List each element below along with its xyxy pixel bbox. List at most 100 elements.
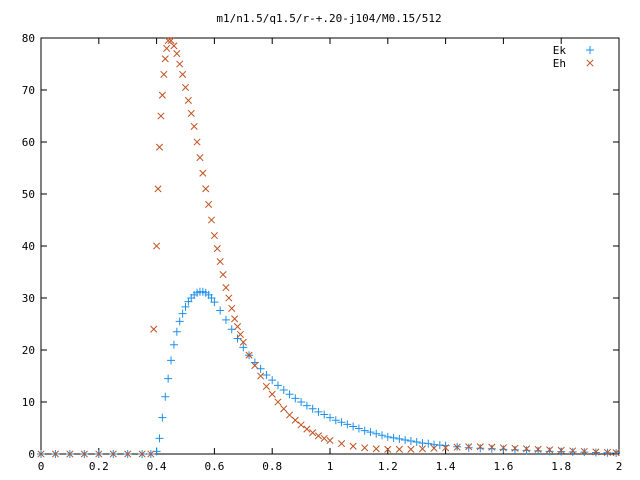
data-point-eh	[338, 440, 346, 448]
data-point-ek	[161, 392, 170, 401]
data-point-eh	[193, 138, 201, 146]
data-point-ek	[291, 394, 300, 403]
chart-title: m1/n1.5/q1.5/r-+.20-j104/M0.15/512	[216, 12, 441, 25]
data-point-eh	[154, 185, 162, 193]
data-point-eh	[161, 55, 169, 63]
data-point-ek	[167, 356, 176, 365]
data-point-ek	[510, 445, 519, 454]
series-eh	[37, 37, 620, 458]
x-tick-label: 0	[38, 460, 45, 473]
data-point-ek	[178, 309, 187, 318]
data-point-ek	[239, 343, 248, 352]
data-point-eh	[179, 70, 187, 78]
data-point-eh	[361, 444, 369, 452]
y-axis: 0 10 20 30 40 50 60 70 80	[22, 32, 619, 461]
data-point-eh	[251, 362, 259, 370]
data-point-ek	[285, 390, 294, 399]
data-point-ek	[418, 439, 427, 448]
data-point-eh	[303, 425, 311, 433]
data-point-eh	[488, 443, 496, 451]
data-point-eh	[176, 60, 184, 68]
y-tick-label: 80	[22, 32, 35, 45]
data-point-ek	[545, 447, 554, 456]
data-point-ek	[233, 334, 242, 343]
data-point-ek	[580, 448, 589, 457]
data-point-eh	[231, 315, 239, 323]
data-point-ek	[412, 438, 421, 447]
data-point-eh	[314, 432, 322, 440]
legend-marker-ek	[586, 46, 594, 54]
x-tick-label: 0.6	[204, 460, 224, 473]
data-point-ek	[366, 428, 375, 437]
data-point-ek	[207, 294, 216, 302]
data-point-eh	[407, 445, 415, 453]
data-point-eh	[153, 242, 161, 250]
data-point-eh	[309, 429, 317, 437]
data-point-ek	[557, 447, 566, 456]
legend-label-eh: Eh	[553, 57, 566, 70]
data-point-eh	[228, 304, 236, 312]
y-tick-label: 60	[22, 136, 35, 149]
data-point-ek	[349, 422, 358, 431]
data-point-eh	[37, 450, 45, 458]
data-point-eh	[395, 445, 403, 453]
data-point-ek	[158, 413, 167, 422]
data-point-ek	[354, 424, 363, 433]
data-point-eh	[297, 421, 305, 429]
data-point-eh	[326, 436, 334, 445]
data-point-eh	[216, 258, 224, 266]
data-point-eh	[257, 372, 265, 380]
x-tick-label: 0.4	[147, 460, 167, 473]
data-point-eh	[158, 91, 166, 99]
data-point-ek	[372, 429, 381, 438]
data-point-ek	[216, 306, 225, 315]
data-point-ek	[273, 381, 282, 390]
data-point-eh	[236, 330, 244, 338]
data-point-ek	[181, 302, 190, 311]
data-point-eh	[66, 450, 74, 458]
data-point-ek	[302, 401, 311, 410]
data-point-eh	[280, 405, 288, 413]
data-point-eh	[205, 200, 213, 208]
data-point-eh	[546, 446, 554, 454]
data-point-eh	[213, 245, 221, 253]
data-point-eh	[187, 109, 195, 117]
data-point-ek	[279, 386, 288, 395]
data-point-eh	[245, 351, 253, 359]
x-tick-label: 1.6	[493, 460, 513, 473]
data-point-eh	[199, 169, 207, 177]
data-point-eh	[262, 382, 270, 390]
data-point-eh	[580, 447, 588, 455]
y-tick-label: 50	[22, 188, 35, 201]
data-point-eh	[157, 112, 165, 120]
x-tick-label: 0.2	[89, 460, 109, 473]
data-point-eh	[170, 42, 178, 50]
data-point-eh	[511, 444, 519, 452]
data-point-eh	[202, 185, 210, 193]
series-ek	[37, 287, 621, 458]
x-tick-label: 1	[327, 460, 334, 473]
legend-label-ek: Ek	[553, 44, 567, 57]
data-point-eh	[51, 450, 60, 458]
data-point-ek	[331, 416, 340, 425]
data-point-eh	[160, 70, 168, 78]
data-point-eh	[150, 325, 158, 333]
data-point-ek	[522, 446, 531, 455]
x-tick-label: 2	[616, 460, 623, 473]
data-point-eh	[109, 450, 117, 458]
x-axis: 0 0.2 0.4 0.6 0.8 1 1.2 1.4 1.6 1.8 2	[38, 38, 623, 473]
y-tick-label: 10	[22, 396, 35, 409]
data-point-eh	[372, 445, 380, 453]
data-point-ek	[314, 407, 323, 416]
data-point-ek	[320, 410, 329, 419]
data-point-eh	[147, 450, 155, 458]
data-point-eh	[196, 154, 204, 162]
data-point-eh	[476, 443, 484, 451]
data-point-eh	[124, 450, 132, 458]
data-point-eh	[268, 390, 276, 398]
data-point-ek	[308, 404, 317, 413]
data-point-ek	[164, 374, 173, 383]
data-point-eh	[184, 96, 192, 104]
data-point-ek	[499, 445, 508, 454]
